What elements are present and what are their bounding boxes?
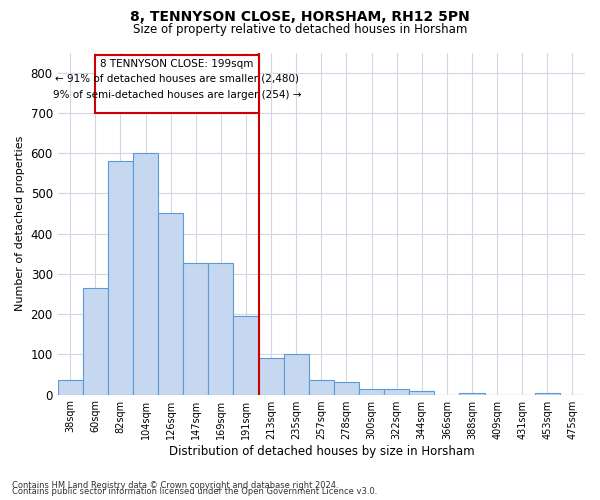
Text: Contains public sector information licensed under the Open Government Licence v3: Contains public sector information licen… xyxy=(12,487,377,496)
Bar xyxy=(208,262,233,394)
Bar xyxy=(58,380,83,394)
Bar xyxy=(359,388,384,394)
Bar xyxy=(460,392,485,394)
Bar xyxy=(284,354,309,395)
Bar xyxy=(108,161,133,394)
Bar xyxy=(409,390,434,394)
Text: 8, TENNYSON CLOSE, HORSHAM, RH12 5PN: 8, TENNYSON CLOSE, HORSHAM, RH12 5PN xyxy=(130,10,470,24)
Bar xyxy=(309,380,334,394)
Bar xyxy=(334,382,359,394)
Bar xyxy=(83,288,108,395)
Bar xyxy=(133,153,158,394)
Text: 9% of semi-detached houses are larger (254) →: 9% of semi-detached houses are larger (2… xyxy=(53,90,301,100)
Text: ← 91% of detached houses are smaller (2,480): ← 91% of detached houses are smaller (2,… xyxy=(55,74,299,84)
Text: Contains HM Land Registry data © Crown copyright and database right 2024.: Contains HM Land Registry data © Crown c… xyxy=(12,481,338,490)
Bar xyxy=(259,358,284,394)
Bar xyxy=(233,316,259,394)
Bar xyxy=(535,392,560,394)
Bar xyxy=(158,214,183,394)
Y-axis label: Number of detached properties: Number of detached properties xyxy=(15,136,25,311)
Bar xyxy=(384,390,409,394)
Text: Size of property relative to detached houses in Horsham: Size of property relative to detached ho… xyxy=(133,22,467,36)
FancyBboxPatch shape xyxy=(95,54,259,113)
Text: 8 TENNYSON CLOSE: 199sqm: 8 TENNYSON CLOSE: 199sqm xyxy=(100,58,254,68)
Bar xyxy=(183,262,208,394)
X-axis label: Distribution of detached houses by size in Horsham: Distribution of detached houses by size … xyxy=(169,444,474,458)
